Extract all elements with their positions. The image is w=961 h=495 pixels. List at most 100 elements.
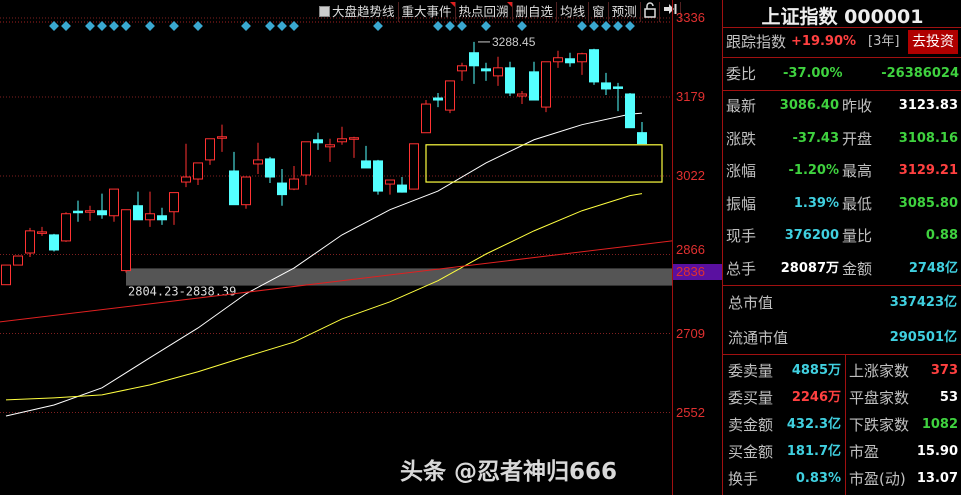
event-marker-icon xyxy=(109,21,119,31)
float-market-value: 290501亿 xyxy=(889,330,957,345)
market-stat-value: 13.07 xyxy=(916,471,958,486)
quote-label: 开盘 xyxy=(842,129,873,148)
market-stat-value: 1082 xyxy=(921,417,958,432)
price-axis: 3336 3179 3022 2866 2709 2552 2836 xyxy=(672,0,723,495)
major-events-button[interactable]: 重大事件 xyxy=(399,2,456,22)
candle-down xyxy=(373,160,383,192)
market-stat-label: 市盈 xyxy=(849,443,880,461)
quote-label: 最低 xyxy=(842,194,873,213)
quote-label: 涨跌 xyxy=(726,129,757,148)
quote-label: 最高 xyxy=(842,162,873,180)
hotspot-review-button[interactable]: 热点回溯 xyxy=(456,2,513,22)
candle-down xyxy=(277,182,287,196)
order-label: 换手 xyxy=(728,470,759,488)
gap-band xyxy=(126,268,672,286)
event-marker-icon xyxy=(481,21,491,31)
order-label: 买金额 xyxy=(728,443,774,461)
event-marker-icon xyxy=(49,21,59,31)
candle-up xyxy=(25,230,35,254)
arrow-to-right-icon[interactable] xyxy=(660,2,681,22)
candle-up xyxy=(577,53,587,63)
window-button[interactable]: 窗 xyxy=(589,2,609,22)
candle-up xyxy=(301,141,311,176)
event-marker-icon xyxy=(145,21,155,31)
checkbox-icon[interactable] xyxy=(319,6,330,17)
candle-down xyxy=(229,170,239,206)
candle-down xyxy=(265,158,275,178)
quote-value: 2748亿 xyxy=(908,260,958,276)
candle-down xyxy=(97,210,107,216)
quote-value: 3086.40 xyxy=(779,98,839,113)
event-marker-icon xyxy=(193,21,203,31)
candle-down xyxy=(469,52,479,67)
candle-up xyxy=(241,176,251,206)
candle-up xyxy=(205,138,215,161)
market-stat-label: 上涨家数 xyxy=(849,362,910,380)
moving-average-button[interactable]: 均线 xyxy=(557,2,590,22)
major-events-label: 重大事件 xyxy=(401,4,452,19)
quote-label: 金额 xyxy=(842,259,873,278)
index-title: 上证指数 000001 xyxy=(761,6,924,28)
event-marker-icon xyxy=(577,21,587,31)
order-value: 4885万 xyxy=(791,363,841,378)
candle-up xyxy=(145,213,155,221)
candle-up xyxy=(13,255,23,266)
y-tick-label: 2866 xyxy=(676,241,705,257)
quote-value: 3108.16 xyxy=(898,130,958,146)
y-tick-label: 3179 xyxy=(676,89,705,104)
forecast-button[interactable]: 预测 xyxy=(609,2,641,22)
event-marker-icon xyxy=(121,21,131,31)
y-tick-label: 2709 xyxy=(676,325,705,341)
track-period[interactable]: [3年] xyxy=(868,34,900,49)
order-value: 2246万 xyxy=(791,390,841,405)
candle-up xyxy=(217,136,227,139)
event-marker-icon xyxy=(445,21,455,31)
market-stat-label: 市盈(动) xyxy=(849,470,906,488)
event-marker-icon xyxy=(277,21,287,31)
event-marker-icon xyxy=(97,21,107,31)
weibi-label: 委比 xyxy=(726,65,757,83)
trend-line-toggle[interactable]: 大盘趋势线 xyxy=(316,2,399,22)
candle-down xyxy=(157,215,167,221)
candle-up xyxy=(445,80,455,111)
candle-up xyxy=(457,65,467,72)
order-value: 0.83% xyxy=(795,471,841,486)
candle-down xyxy=(505,67,515,94)
market-stat-label: 下跌家数 xyxy=(849,416,910,434)
quote-label: 量比 xyxy=(842,227,873,245)
candle-down xyxy=(361,160,371,169)
candle-down xyxy=(529,71,539,101)
candlestick-chart[interactable]: 2804.23-2838.39 3288.45 xyxy=(0,0,672,495)
quote-value: 0.88 xyxy=(925,228,958,243)
candle-up xyxy=(517,93,527,97)
candle-up xyxy=(349,137,359,140)
quote-panel: 上证指数 000001 跟踪指数 +19.90% [3年] 去投资 委比 -37… xyxy=(722,0,961,495)
invest-button[interactable]: 去投资 xyxy=(908,30,958,54)
divider xyxy=(723,354,961,355)
market-stat-label: 平盘家数 xyxy=(849,389,910,407)
lock-icon[interactable] xyxy=(641,2,660,22)
event-marker-icon xyxy=(373,21,383,31)
quote-value: 3123.83 xyxy=(898,98,958,113)
candle-up xyxy=(85,210,95,213)
quote-label: 振幅 xyxy=(726,194,757,213)
candle-down xyxy=(625,93,635,129)
candle-up xyxy=(181,176,191,183)
quote-value: -37.43 xyxy=(792,130,839,146)
event-marker-icon xyxy=(517,21,527,31)
remove-watchlist-button[interactable]: 删自选 xyxy=(513,2,558,22)
trend-line-red xyxy=(0,240,672,323)
order-label: 委买量 xyxy=(728,389,774,407)
chart-toolbar: 大盘趋势线 重大事件 热点回溯 删自选 均线 窗 预测 xyxy=(316,2,681,22)
event-marker-icon xyxy=(85,21,95,31)
candle-up xyxy=(337,138,347,143)
price-highlight-label: 2836 xyxy=(673,263,723,280)
event-marker-icon xyxy=(589,21,599,31)
candle-up xyxy=(121,209,131,272)
float-market-value-label: 流通市值 xyxy=(728,329,789,347)
quote-value: 3085.80 xyxy=(898,195,958,211)
event-marker-icon xyxy=(457,21,467,31)
candle-up xyxy=(1,264,11,286)
quote-label: 最新 xyxy=(726,97,757,115)
candle-down xyxy=(601,82,611,90)
